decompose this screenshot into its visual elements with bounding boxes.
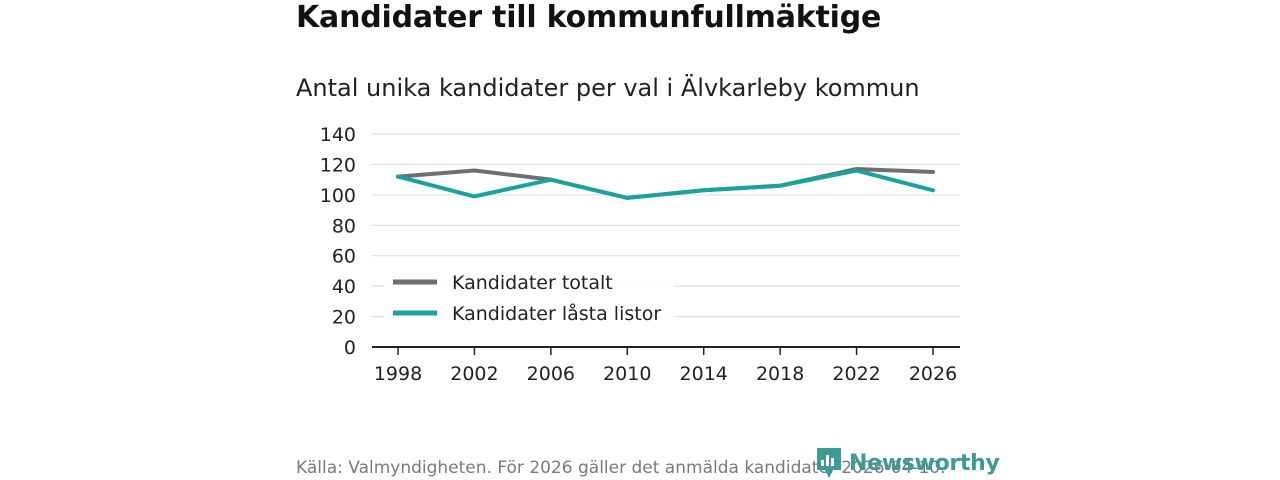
legend-label: Kandidater totalt bbox=[452, 272, 613, 294]
y-tick-label: 0 bbox=[344, 337, 356, 359]
x-tick-label: 2026 bbox=[909, 363, 957, 385]
legend: Kandidater totalt Kandidater låsta listor bbox=[384, 262, 674, 332]
brand-name: Newsworthy bbox=[849, 450, 1000, 476]
y-tick-label: 60 bbox=[332, 246, 356, 268]
x-axis-ticks: 1998 2002 2006 2010 2014 2018 2022 2026 bbox=[374, 347, 957, 385]
x-tick-label: 2022 bbox=[832, 363, 880, 385]
y-tick-label: 120 bbox=[320, 154, 356, 176]
x-tick-label: 2010 bbox=[603, 363, 651, 385]
x-tick-label: 2014 bbox=[680, 363, 728, 385]
brand-logo[interactable]: Newsworthy bbox=[815, 446, 1000, 480]
y-axis-ticks: 0 20 40 60 80 100 120 140 bbox=[320, 124, 356, 359]
x-tick-label: 1998 bbox=[374, 363, 422, 385]
chart-logo-icon bbox=[817, 448, 841, 478]
y-tick-label: 80 bbox=[332, 215, 356, 237]
y-tick-label: 140 bbox=[320, 124, 356, 146]
x-tick-label: 2018 bbox=[756, 363, 804, 385]
x-tick-label: 2006 bbox=[527, 363, 575, 385]
legend-label: Kandidater låsta listor bbox=[452, 302, 661, 325]
y-tick-label: 20 bbox=[332, 307, 356, 329]
series-line-2 bbox=[396, 168, 935, 200]
y-tick-label: 40 bbox=[332, 276, 356, 298]
legend-background bbox=[384, 262, 674, 332]
source-note: Källa: Valmyndigheten. För 2026 gäller d… bbox=[296, 458, 946, 478]
headline: Kandidater till kommunfullmäktige bbox=[296, 0, 882, 35]
y-tick-label: 100 bbox=[320, 185, 356, 207]
x-tick-label: 2002 bbox=[450, 363, 498, 385]
series-lines bbox=[396, 166, 935, 200]
chart-title: Antal unika kandidater per val i Älvkarl… bbox=[296, 74, 920, 102]
